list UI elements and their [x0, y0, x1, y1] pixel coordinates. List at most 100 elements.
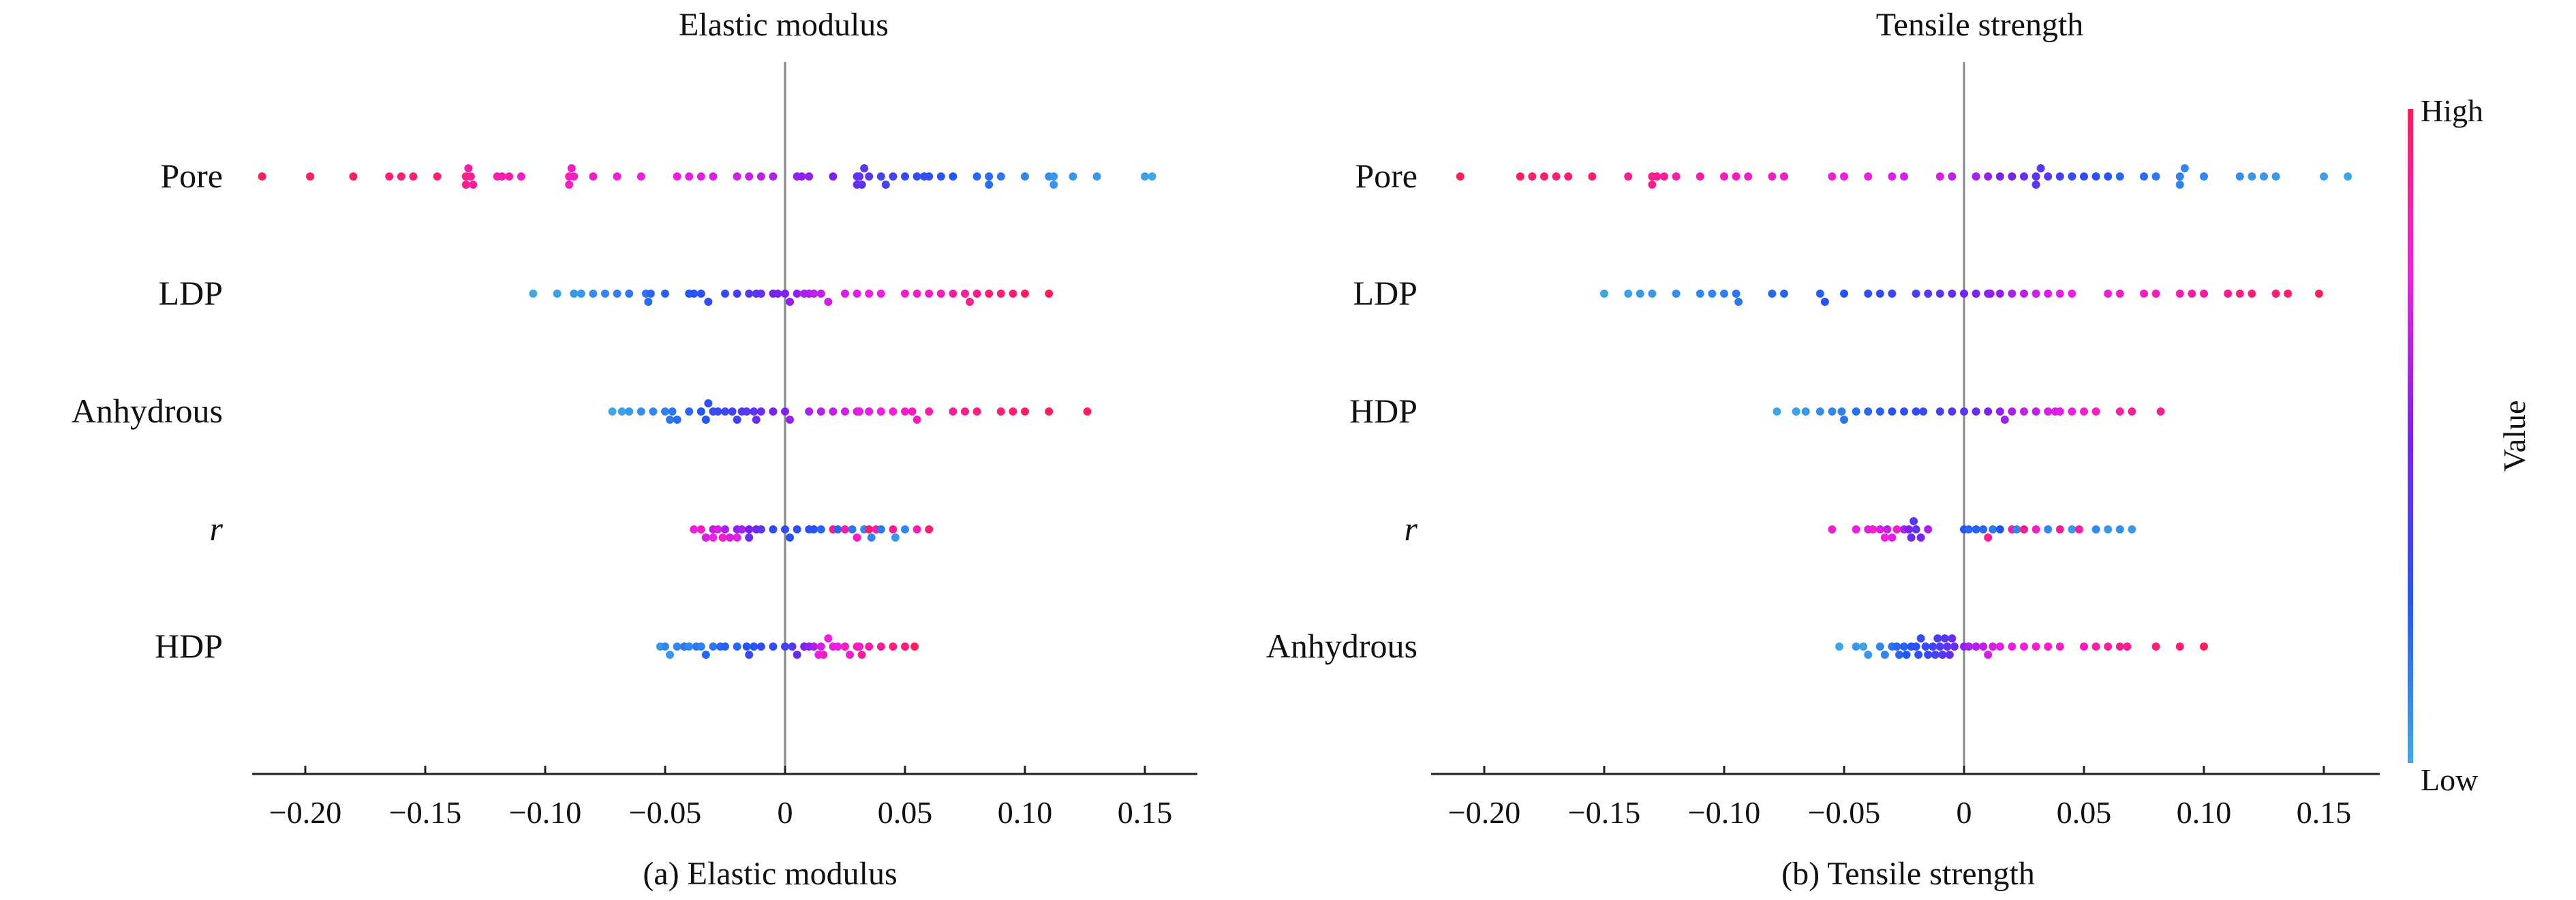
shap-point	[1888, 407, 1897, 416]
shap-point	[786, 298, 795, 306]
shap-point	[2271, 172, 2280, 181]
shap-point	[1456, 172, 1465, 181]
shap-point	[1672, 290, 1681, 298]
shap-point	[972, 407, 981, 416]
shap-point	[833, 642, 842, 651]
shap-point	[949, 407, 957, 416]
shap-point	[673, 416, 681, 424]
shap-point	[1900, 407, 1908, 416]
shap-point	[1840, 290, 1848, 298]
shap-point	[1768, 290, 1777, 298]
shap-point	[1995, 407, 2004, 416]
x-tick-label: 0.10	[998, 795, 1053, 830]
shap-point	[1600, 290, 1608, 298]
shap-point	[1883, 525, 1892, 533]
shap-point	[409, 172, 418, 181]
shap-point	[704, 298, 713, 306]
shap-point	[2115, 525, 2124, 533]
shap-point	[2044, 642, 2053, 651]
shap-point	[1979, 525, 1988, 533]
shap-point	[2055, 290, 2064, 298]
shap-point	[1995, 172, 2004, 181]
shap-point	[1864, 407, 1873, 416]
feature-row-anhydrous	[608, 399, 1092, 424]
shap-point	[733, 172, 741, 181]
shap-point	[889, 525, 898, 533]
shap-point	[613, 290, 622, 298]
shap-point	[865, 172, 874, 181]
colorbar-title: Value	[2497, 401, 2532, 472]
shap-point	[1720, 290, 1728, 298]
shap-point	[913, 172, 921, 181]
shap-point	[1852, 407, 1860, 416]
shap-point	[397, 172, 405, 181]
shap-point	[1995, 525, 2004, 533]
shap-point	[1905, 525, 1914, 533]
shap-point	[306, 172, 315, 181]
shap-point	[690, 290, 699, 298]
shap-point	[1972, 290, 1980, 298]
feature-row-pore	[1456, 164, 2352, 189]
shap-point	[829, 407, 838, 416]
shap-point	[608, 407, 617, 416]
shap-point	[816, 525, 825, 533]
shap-point	[2012, 525, 2021, 533]
shap-point	[1660, 172, 1668, 181]
shap-point	[816, 407, 825, 416]
shap-point	[1021, 172, 1029, 181]
shap-point	[769, 172, 778, 181]
shap-point	[666, 651, 675, 659]
shap-point	[756, 407, 765, 416]
x-tick-label: −0.20	[269, 795, 341, 830]
shap-point	[1943, 642, 1952, 651]
shap-point	[1672, 172, 1681, 181]
x-tick-label: 0	[778, 795, 793, 830]
shap-point	[2044, 525, 2053, 533]
shap-point	[1972, 525, 1980, 533]
shap-point	[925, 290, 934, 298]
shap-point	[1924, 525, 1933, 533]
shap-point	[756, 642, 765, 651]
x-tick-label: −0.20	[1448, 795, 1520, 830]
shap-point	[2091, 642, 2100, 651]
shap-point	[733, 642, 741, 651]
shap-point	[816, 642, 825, 651]
shap-point	[2151, 172, 2160, 181]
shap-point	[1935, 290, 1944, 298]
shap-point	[860, 164, 869, 172]
shap-point	[949, 172, 957, 181]
shap-point	[1815, 407, 1824, 416]
shap-point	[673, 172, 681, 181]
shap-point	[1972, 172, 1980, 181]
shap-point	[2175, 642, 2184, 651]
shap-point	[2104, 525, 2113, 533]
shap-point	[714, 407, 722, 416]
shap-point	[1516, 172, 1524, 181]
shap-point	[966, 298, 975, 306]
shap-point	[625, 290, 634, 298]
shap-point	[529, 290, 538, 298]
shap-point	[857, 181, 866, 189]
shap-point	[2036, 164, 2045, 172]
shap-point	[1141, 172, 1149, 181]
shap-point	[996, 290, 1005, 298]
shap-point	[1945, 651, 1954, 659]
shap-point	[756, 290, 765, 298]
shap-point	[1624, 290, 1633, 298]
shap-point	[721, 290, 729, 298]
shap-point	[857, 651, 866, 659]
shap-point	[1902, 651, 1911, 659]
shap-point	[701, 651, 710, 659]
colorbar-low-label: Low	[2421, 762, 2479, 797]
shap-point	[1986, 290, 1995, 298]
shap-point	[567, 164, 576, 172]
shap-point	[855, 407, 864, 416]
shap-point	[2031, 181, 2040, 189]
shap-point	[1744, 172, 1753, 181]
colorbar: High Low Value	[2408, 93, 2532, 797]
shap-point	[2008, 172, 2017, 181]
shap-point	[714, 525, 722, 533]
shap-point	[841, 642, 849, 651]
shap-point	[913, 416, 921, 424]
shap-point	[810, 525, 818, 533]
